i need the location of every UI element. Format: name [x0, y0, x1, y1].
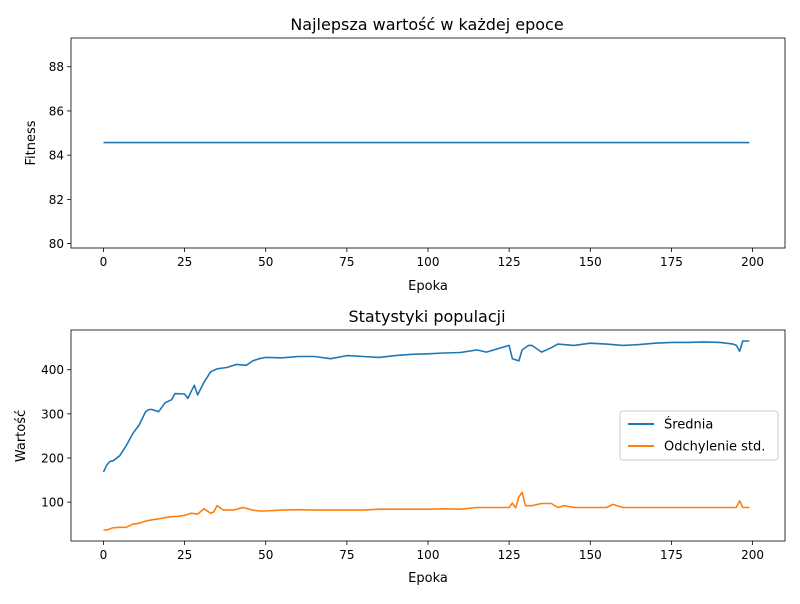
x-tick-label: 50	[258, 255, 273, 269]
x-tick-label: 175	[660, 548, 683, 562]
x-tick-label: 75	[339, 548, 354, 562]
x-tick-label: 25	[177, 255, 192, 269]
y-tick-label: 88	[49, 60, 64, 74]
x-tick-label: 50	[258, 548, 273, 562]
x-tick-label: 150	[579, 255, 602, 269]
best-fitness-chart: Najlepsza wartość w każdej epoce 0 25 50 75…	[24, 15, 786, 294]
legend-frame	[619, 410, 779, 461]
population-stats-chart: Statystyki populacji 0 25 50 75 100 125 150 175…	[14, 307, 786, 586]
x-axis-label: Epoka	[408, 279, 448, 294]
legend: Średnia Odchylenie std.	[619, 410, 779, 461]
legend-label-mean: Średnia	[664, 417, 713, 433]
x-tick-label: 100	[417, 548, 440, 562]
x-axis-ticks: 0 25 50 75 100 125 150 175 200	[100, 541, 764, 562]
x-axis-ticks: 0 25 50 75 100 125 150 175 200	[100, 248, 764, 269]
plot-area	[102, 340, 750, 531]
x-tick-label: 125	[498, 548, 521, 562]
chart-title: Statystyki populacji	[348, 307, 505, 326]
series-line-1	[103, 491, 750, 531]
x-tick-label: 150	[579, 548, 602, 562]
chart-title: Najlepsza wartość w każdej epoce	[290, 15, 563, 34]
y-tick-label: 86	[49, 104, 64, 118]
y-tick-label: 82	[49, 193, 64, 207]
series-line-0	[102, 340, 750, 473]
y-axis-ticks: 100 200 300 400	[41, 363, 71, 510]
legend-label-std: Odchylenie std.	[664, 440, 765, 455]
y-axis-ticks: 80 82 84 86 88	[49, 60, 71, 251]
y-tick-label: 100	[41, 496, 64, 510]
y-axis-label: Fitness	[24, 120, 39, 165]
y-tick-label: 200	[41, 452, 64, 466]
y-tick-label: 400	[41, 363, 64, 377]
x-tick-label: 175	[660, 255, 683, 269]
y-tick-label: 84	[49, 149, 64, 163]
x-tick-label: 100	[417, 255, 440, 269]
x-tick-label: 200	[741, 548, 764, 562]
x-tick-label: 25	[177, 548, 192, 562]
x-axis-label: Epoka	[408, 571, 448, 586]
x-tick-label: 200	[741, 255, 764, 269]
x-tick-label: 75	[339, 255, 354, 269]
y-tick-label: 300	[41, 407, 64, 421]
y-axis-label: Wartość	[14, 410, 29, 462]
y-tick-label: 80	[49, 237, 64, 251]
x-tick-label: 0	[100, 255, 108, 269]
x-tick-label: 0	[100, 548, 108, 562]
x-tick-label: 125	[498, 255, 521, 269]
